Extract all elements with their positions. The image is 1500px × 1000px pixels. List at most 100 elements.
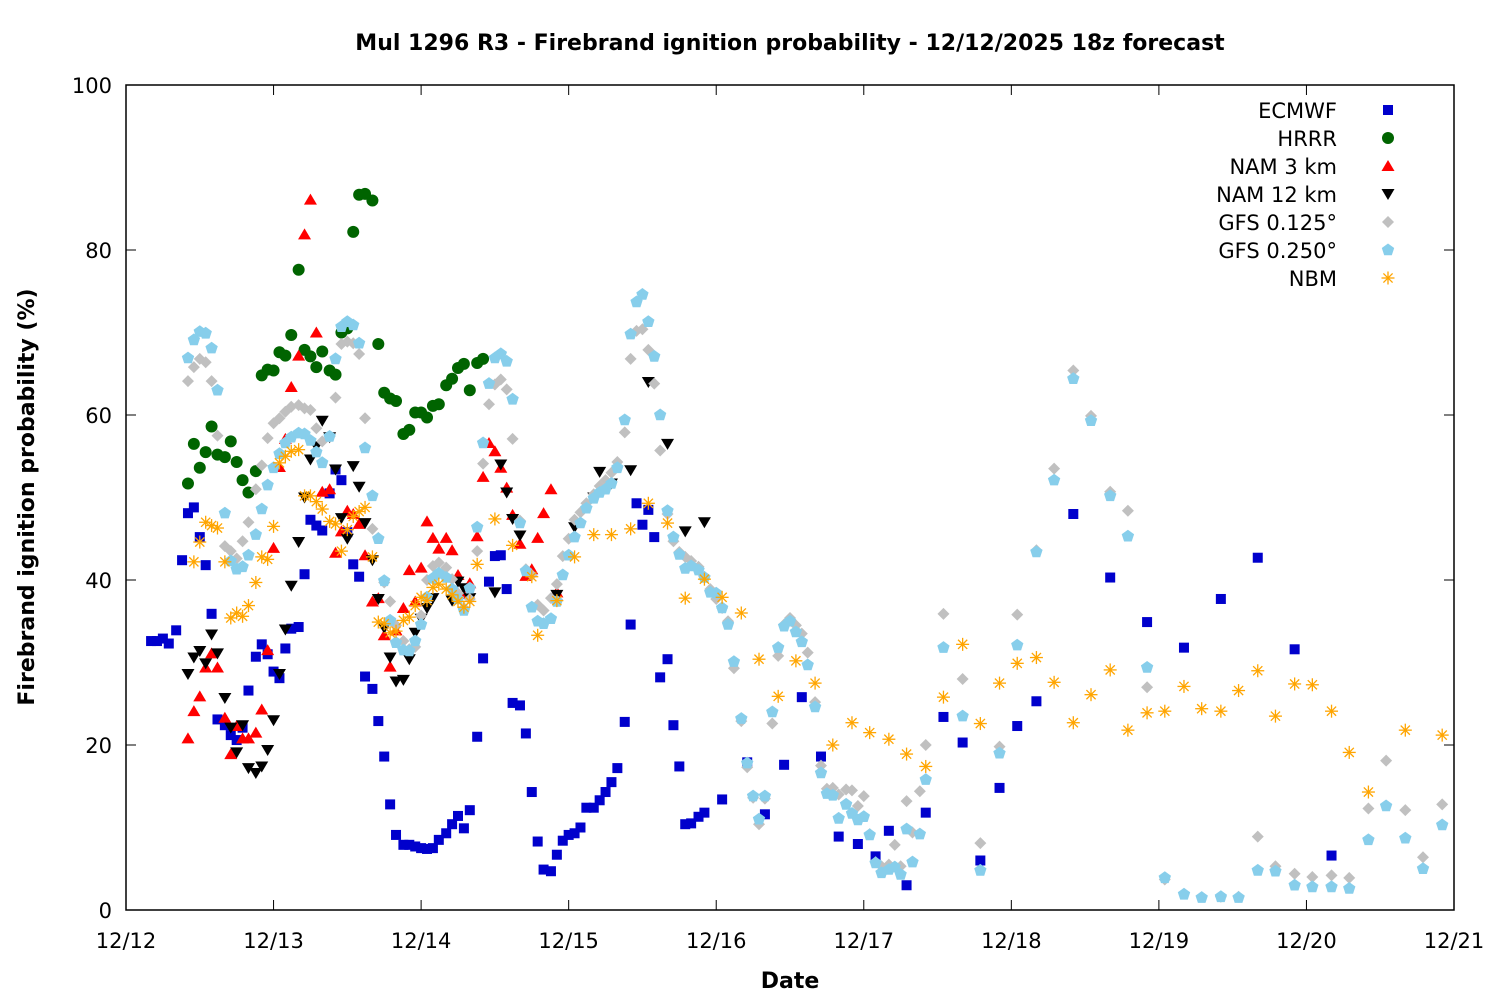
data-point bbox=[1067, 372, 1080, 384]
data-point bbox=[272, 669, 286, 681]
data-point bbox=[1379, 799, 1393, 812]
data-point bbox=[488, 445, 502, 457]
data-point bbox=[715, 590, 729, 604]
data-point bbox=[796, 692, 807, 703]
data-point bbox=[1047, 473, 1061, 486]
legend-item: NAM 3 km bbox=[1229, 155, 1395, 179]
data-point bbox=[463, 594, 477, 608]
data-point bbox=[919, 739, 932, 751]
data-point bbox=[205, 341, 218, 354]
data-point bbox=[211, 429, 224, 442]
data-point bbox=[359, 412, 372, 425]
data-point bbox=[422, 843, 433, 854]
data-point bbox=[210, 648, 224, 660]
data-point bbox=[1326, 850, 1337, 861]
x-axis-label: Date bbox=[761, 969, 820, 994]
data-point bbox=[218, 506, 231, 519]
data-point bbox=[557, 835, 568, 846]
x-tick-label: 12/14 bbox=[391, 929, 452, 953]
data-point bbox=[1288, 677, 1302, 691]
data-point bbox=[1142, 617, 1153, 628]
data-point bbox=[863, 828, 876, 841]
data-point bbox=[236, 560, 249, 573]
data-point bbox=[396, 613, 410, 627]
data-point bbox=[771, 689, 785, 703]
data-point bbox=[1158, 704, 1172, 718]
data-point bbox=[219, 720, 230, 731]
data-point bbox=[329, 391, 342, 404]
data-point bbox=[783, 614, 797, 627]
data-point bbox=[371, 593, 385, 605]
data-point bbox=[268, 666, 279, 677]
data-point bbox=[292, 349, 306, 361]
data-point bbox=[224, 611, 238, 625]
data-point bbox=[193, 690, 207, 702]
data-point bbox=[697, 572, 711, 586]
data-point bbox=[814, 766, 828, 779]
data-point bbox=[426, 531, 440, 543]
data-point bbox=[826, 738, 840, 752]
data-point bbox=[957, 737, 968, 748]
data-point bbox=[478, 653, 489, 664]
data-point bbox=[832, 811, 845, 824]
data-point bbox=[267, 461, 280, 474]
legend-marker bbox=[1382, 132, 1394, 144]
data-point bbox=[457, 357, 470, 370]
data-point bbox=[624, 352, 637, 365]
data-point bbox=[1417, 851, 1430, 864]
data-point bbox=[267, 364, 280, 377]
data-point bbox=[1140, 706, 1154, 720]
data-point bbox=[416, 843, 427, 854]
data-point bbox=[199, 658, 213, 670]
data-point bbox=[1011, 638, 1024, 651]
data-point bbox=[611, 461, 624, 474]
data-point bbox=[317, 525, 328, 536]
data-point bbox=[525, 570, 539, 584]
data-point bbox=[544, 612, 558, 624]
data-point bbox=[305, 514, 316, 525]
data-point bbox=[568, 530, 581, 543]
data-point bbox=[470, 557, 484, 571]
data-point bbox=[1399, 804, 1412, 817]
data-point bbox=[1306, 871, 1319, 883]
data-point bbox=[686, 818, 697, 829]
data-point bbox=[373, 716, 384, 727]
data-point bbox=[1251, 664, 1265, 678]
data-point bbox=[661, 438, 675, 450]
data-point bbox=[545, 866, 556, 877]
data-point bbox=[366, 489, 379, 502]
data-point bbox=[1121, 529, 1135, 542]
data-point bbox=[383, 652, 397, 664]
data-point bbox=[353, 347, 366, 360]
data-point bbox=[410, 841, 421, 852]
legend-item: NBM bbox=[1289, 267, 1395, 291]
data-point bbox=[284, 580, 298, 592]
data-point bbox=[994, 782, 1005, 793]
data-point bbox=[845, 716, 859, 730]
legend-marker bbox=[1383, 105, 1393, 115]
data-point bbox=[1306, 880, 1319, 893]
data-point bbox=[261, 552, 275, 566]
data-point bbox=[187, 705, 201, 717]
legend-item: ECMWF bbox=[1258, 99, 1393, 123]
data-point bbox=[563, 829, 574, 840]
data-point bbox=[193, 645, 207, 657]
data-point bbox=[587, 528, 601, 542]
data-point bbox=[241, 599, 255, 613]
data-point bbox=[506, 513, 520, 525]
data-point bbox=[513, 530, 527, 542]
data-point bbox=[315, 415, 329, 427]
data-point bbox=[347, 225, 360, 238]
data-point bbox=[1048, 462, 1061, 475]
data-point bbox=[501, 584, 512, 595]
data-point bbox=[329, 546, 343, 558]
data-point bbox=[340, 533, 354, 545]
data-point bbox=[447, 819, 458, 830]
data-point bbox=[569, 828, 580, 839]
data-point bbox=[655, 672, 666, 683]
data-point bbox=[303, 193, 317, 205]
data-point bbox=[727, 655, 741, 667]
data-point bbox=[389, 624, 403, 638]
data-point bbox=[427, 843, 438, 854]
